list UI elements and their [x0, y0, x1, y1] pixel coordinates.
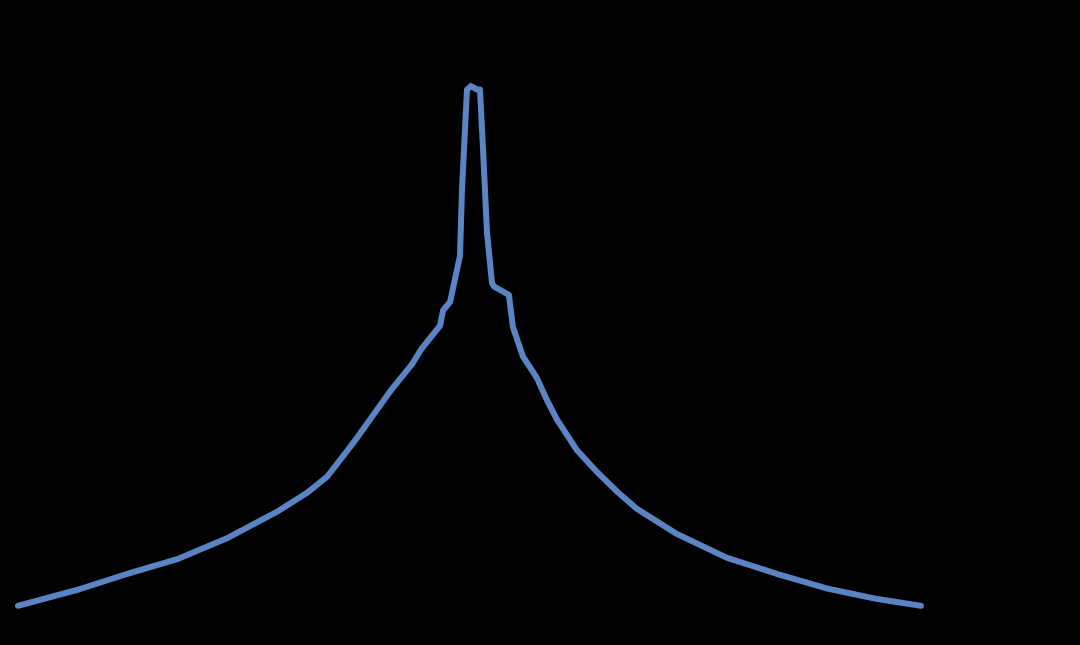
series-line	[15, 83, 924, 609]
y-tick-label: 0.6	[436, 352, 469, 379]
series-layer	[15, 83, 924, 609]
